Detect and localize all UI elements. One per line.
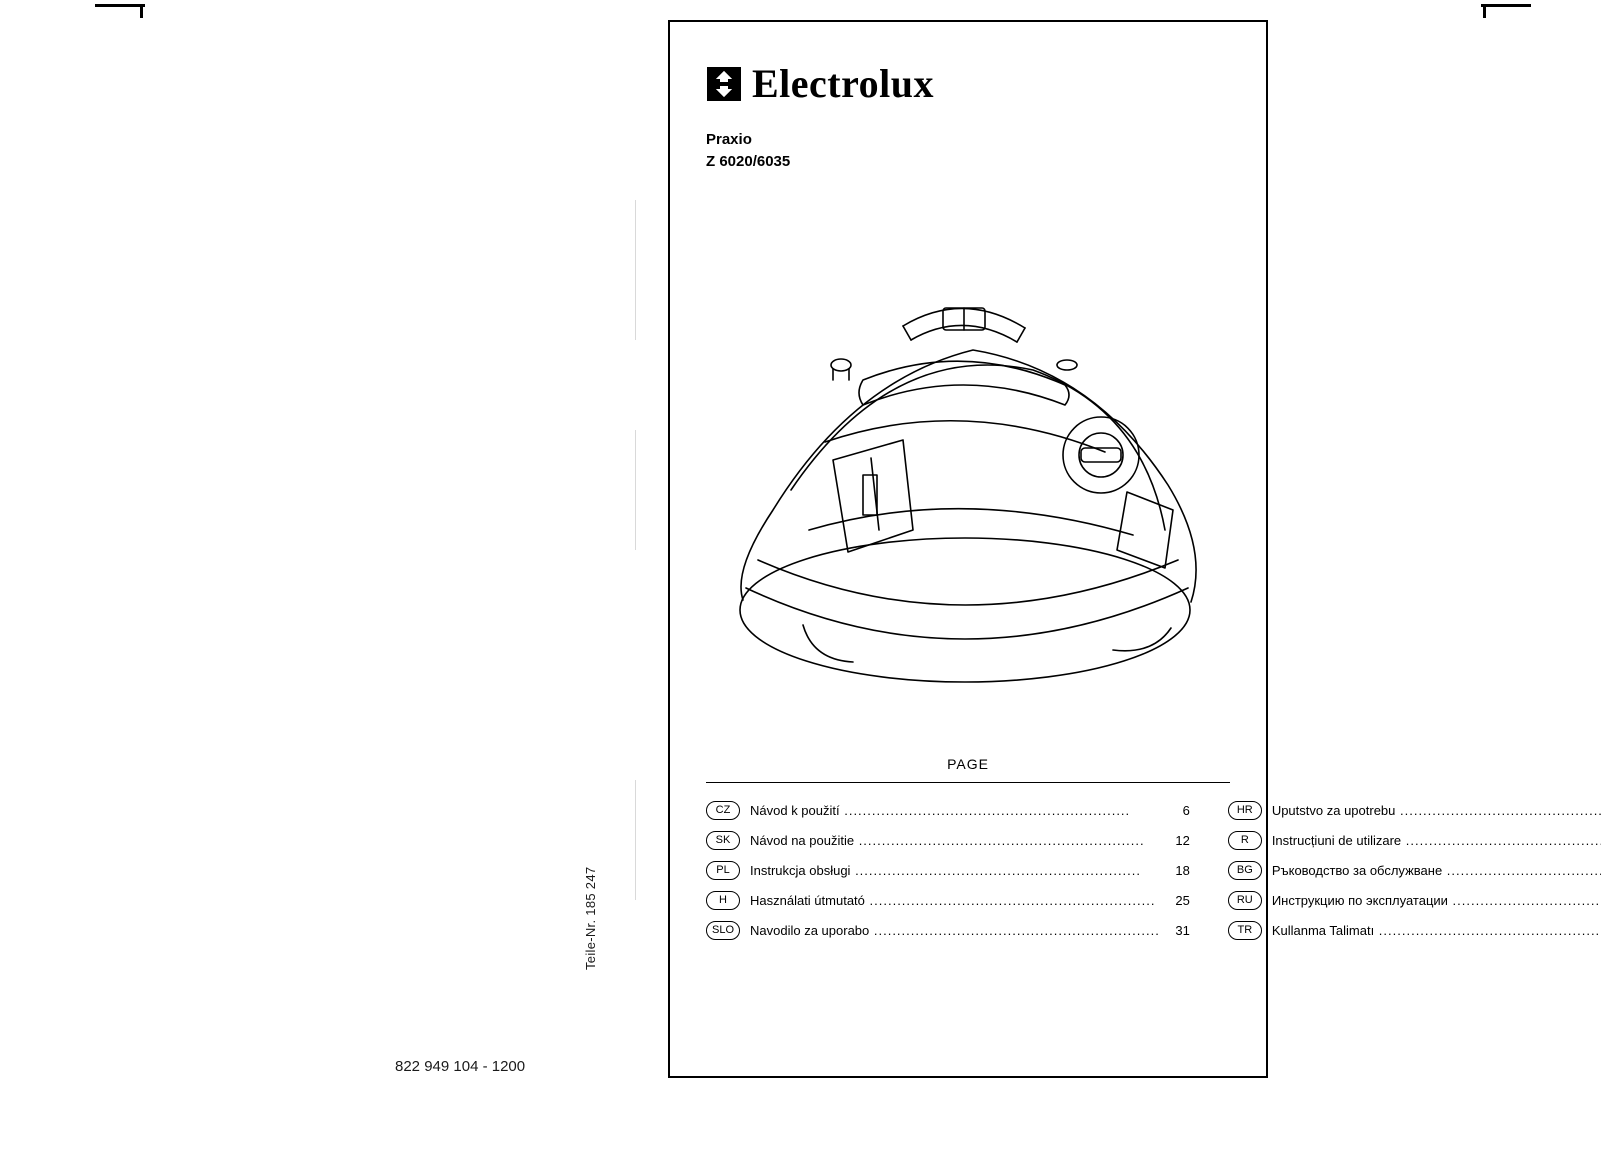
language-badge: BG [1228,861,1262,880]
toc-title: Instrucțiuni de utilizare [1272,833,1601,848]
crop-mark-icon [1481,4,1531,10]
language-badge: RU [1228,891,1262,910]
table-of-contents: CZ Návod k použití 6 SK Návod na použitie 12 P… [706,801,1230,940]
toc-page-number: 31 [1170,923,1190,938]
model-name: Praxio [706,129,1230,151]
crop-mark-icon [1483,4,1486,18]
toc-row: RUИнструкцию по эксплуатации57 [1228,891,1601,910]
language-badge: PL [706,861,740,880]
toc-title: Instrukcja obsługi [750,863,1160,878]
divider [706,782,1230,783]
brand-row: Electrolux [706,60,1230,107]
toc-page-number: 12 [1170,833,1190,848]
toc-row: SK Návod na použitie 12 [706,831,1190,850]
toc-page-number: 18 [1170,863,1190,878]
cover-page: Electrolux Praxio Z 6020/6035 [668,20,1268,1078]
toc-title: Használati útmutató [750,893,1160,908]
crop-mark-icon [140,4,143,18]
crop-marks [0,0,1601,20]
language-badge: SLO [706,921,740,940]
toc-row: H Használati útmutató 25 [706,891,1190,910]
toc-column-right: HRUputstvo za upotrebu37RInstrucțiuni de… [1228,801,1601,940]
page-label: PAGE [947,756,989,772]
toc-row: CZ Návod k použití 6 [706,801,1190,820]
electrolux-logo-icon [706,66,742,102]
language-badge: H [706,891,740,910]
toc-column-left: CZ Návod k použití 6 SK Návod na použitie 12 P… [706,801,1190,940]
toc-page-number: 6 [1170,803,1190,818]
toc-title: Инструкцию по эксплуатации [1272,893,1601,908]
vacuum-illustration-icon [706,193,1230,748]
language-badge: HR [1228,801,1262,820]
toc-row: RInstrucțiuni de utilizare43 [1228,831,1601,850]
toc-title: Kullanma Talimatı [1272,923,1601,938]
language-badge: TR [1228,921,1262,940]
toc-row: PL Instrukcja obsługi 18 [706,861,1190,880]
toc-row: BGРъководство за обслужване50 [1228,861,1601,880]
language-badge: R [1228,831,1262,850]
spine-fold-marks [635,200,637,1065]
toc-page-number: 25 [1170,893,1190,908]
toc-title: Uputstvo za upotrebu [1272,803,1601,818]
model-block: Praxio Z 6020/6035 [706,129,1230,173]
page-label-wrap: PAGE [706,756,1230,774]
toc-row: TRKullanma Talimatı64 [1228,921,1601,940]
brand-name: Electrolux [752,60,934,107]
footer-code: 822 949 104 - 1200 [395,1058,525,1075]
toc-row: SLO Navodilo za uporabo 31 [706,921,1190,940]
toc-title: Navodilo za uporabo [750,923,1160,938]
toc-title: Ръководство за обслужване [1272,863,1601,878]
toc-title: Návod k použití [750,803,1160,818]
toc-title: Návod na použitie [750,833,1160,848]
model-number: Z 6020/6035 [706,151,1230,173]
crop-mark-icon [95,4,145,10]
toc-row: HRUputstvo za upotrebu37 [1228,801,1601,820]
language-badge: SK [706,831,740,850]
part-number: Teile-Nr. 185 247 [583,867,598,970]
language-badge: CZ [706,801,740,820]
